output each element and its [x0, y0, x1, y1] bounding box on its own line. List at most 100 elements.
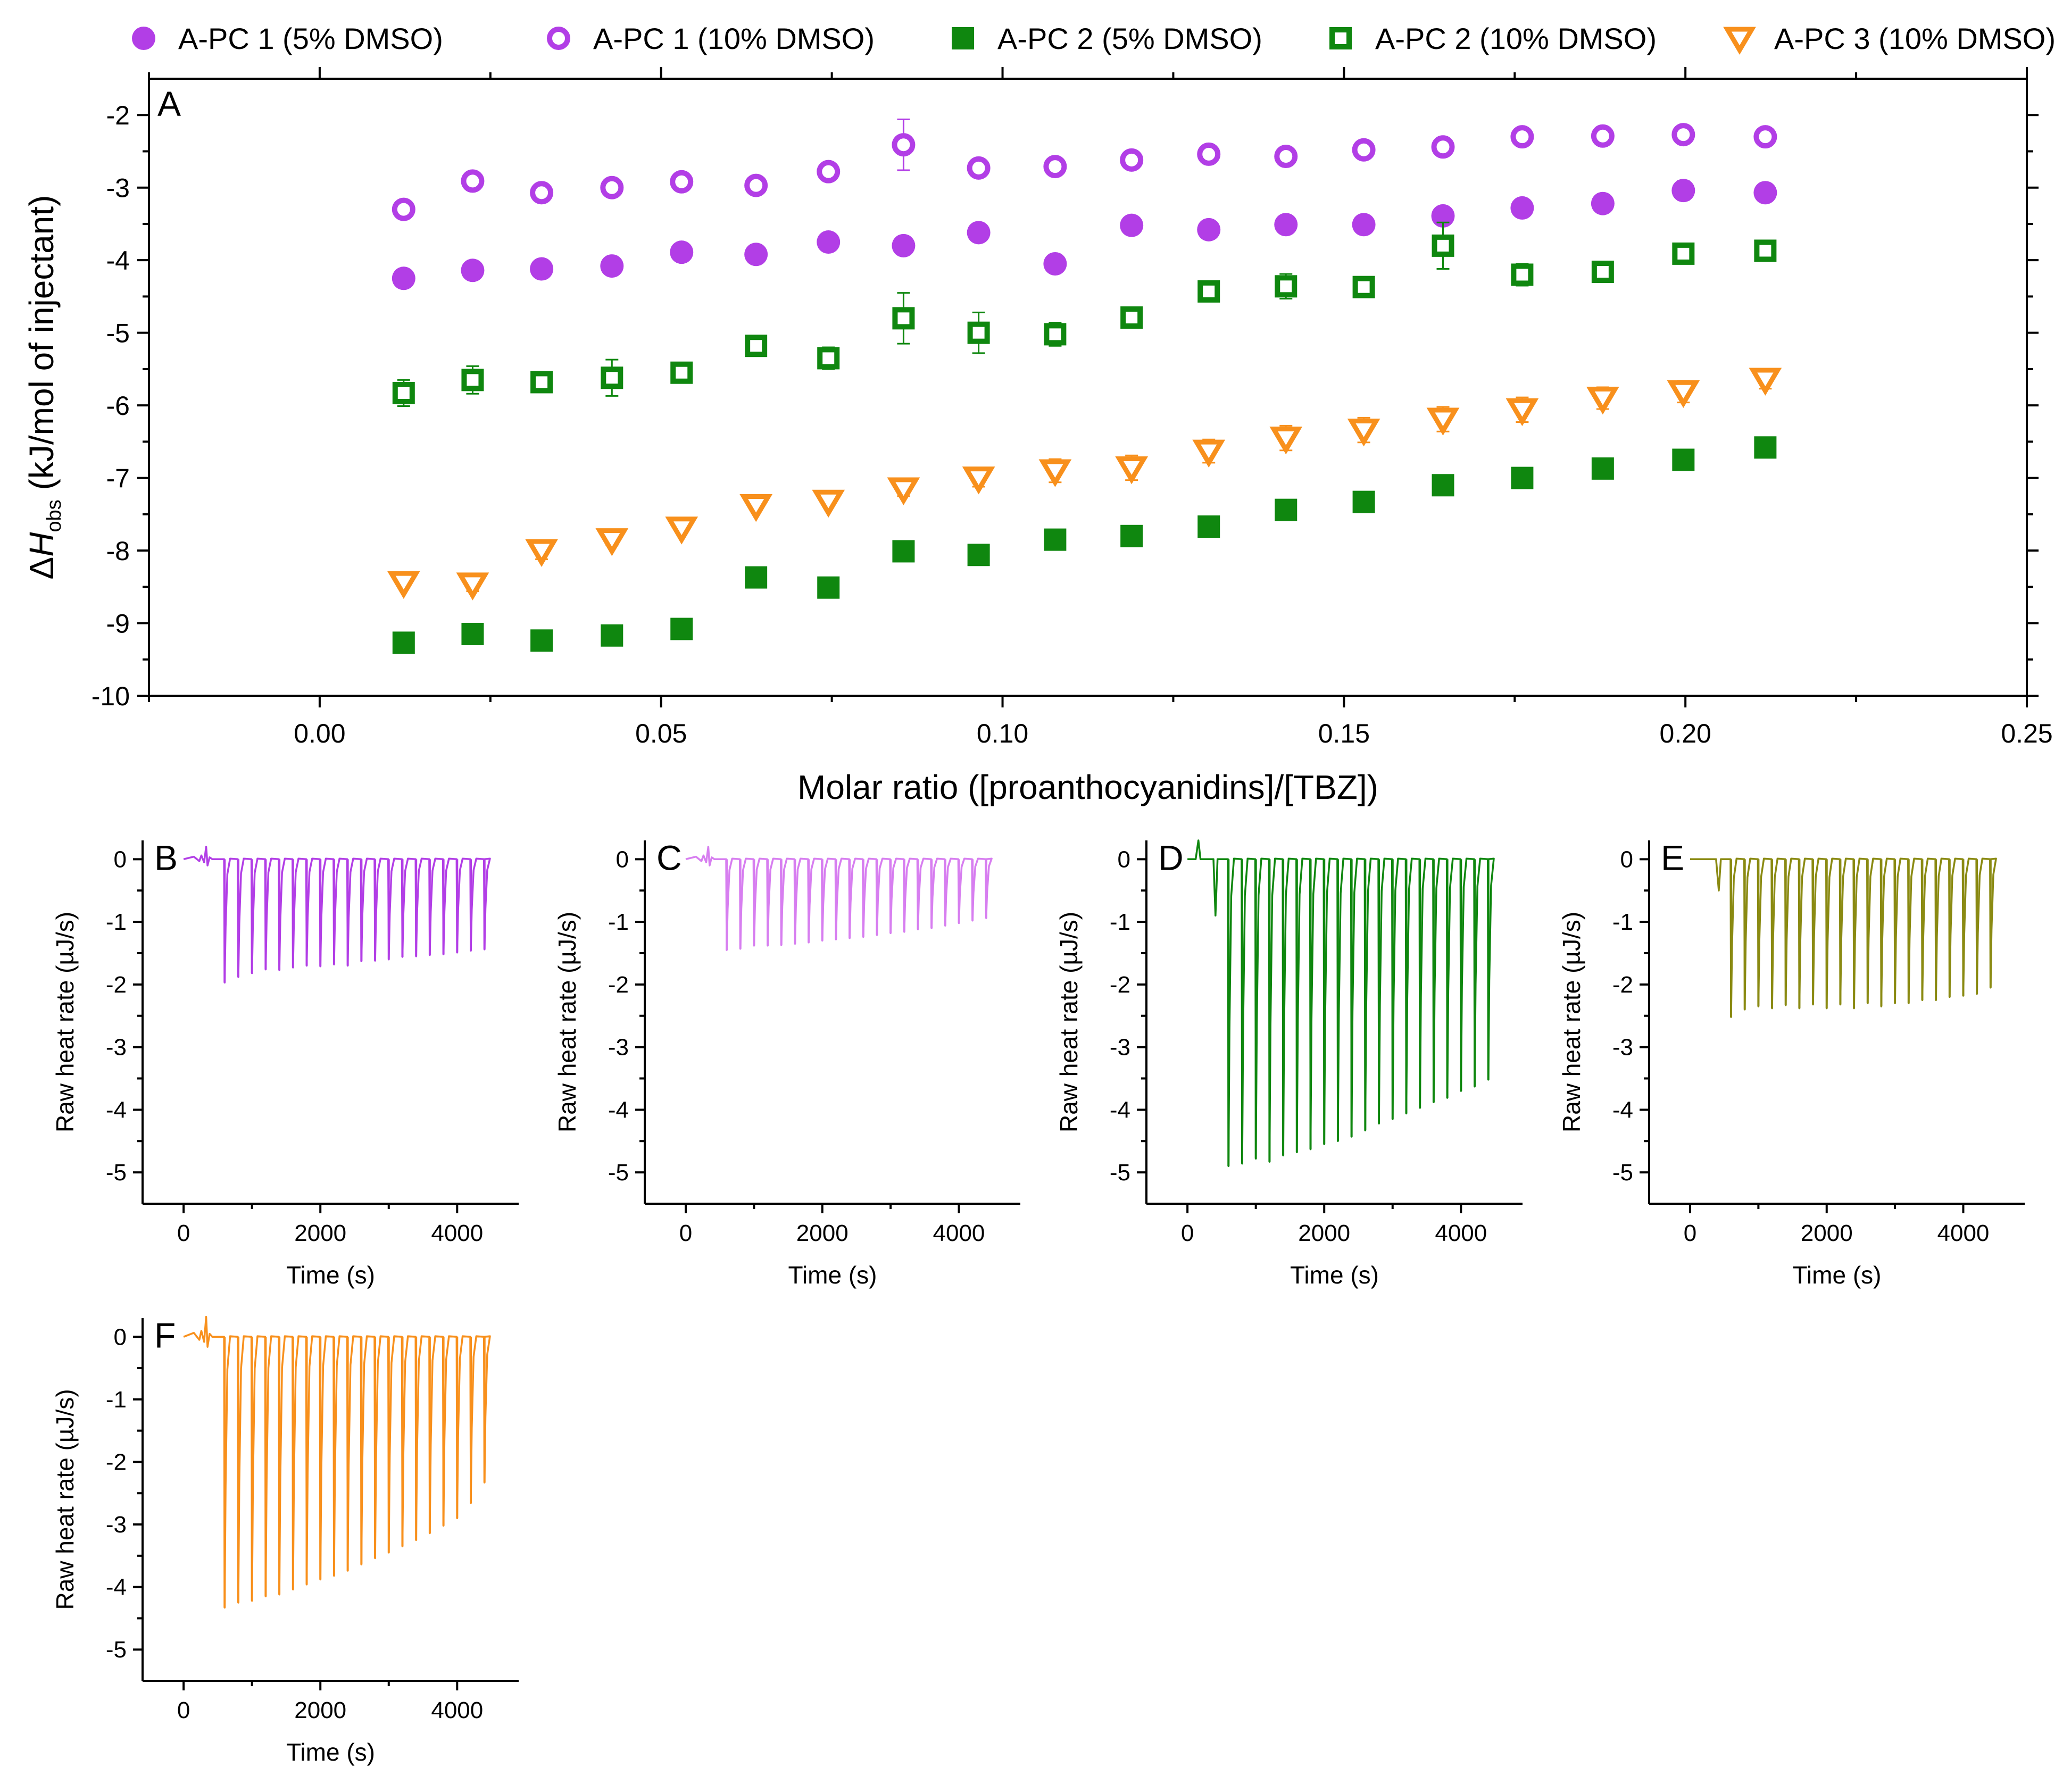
legend-item: A-PC 1 (10% DMSO) [547, 22, 875, 55]
data-point [1672, 448, 1695, 471]
x-tick-label: 4000 [431, 1220, 483, 1246]
data-point [600, 254, 624, 278]
panel-b: 0 -1 -2 -3 -4 -5 0 2000 4000 Time (s) Raw heat rat… [51, 838, 519, 1289]
data-point [1044, 528, 1067, 551]
data-point [812, 489, 845, 518]
data-point [1120, 148, 1144, 172]
y-tick-label: -1 [1612, 909, 1633, 935]
x-axis-title: Time (s) [286, 1261, 375, 1289]
data-point [1115, 456, 1149, 485]
y-axis-title: Raw heat rate (µJ/s) [51, 912, 79, 1132]
legend-label: A-PC 1 (5% DMSO) [178, 22, 443, 55]
y-tick-label: -1 [608, 909, 629, 935]
data-point [1274, 145, 1298, 169]
data-point [745, 566, 768, 589]
data-point [1671, 179, 1695, 203]
data-point [600, 176, 624, 199]
data-point [1511, 466, 1534, 489]
y-tick-label: 0 [1620, 846, 1633, 872]
data-point [665, 516, 698, 545]
data-point [392, 197, 415, 221]
x-tick-label: 0.20 [1660, 719, 1711, 748]
data-point [601, 366, 623, 389]
y-tick-label: -3 [1110, 1035, 1130, 1061]
y-tick-label: -5 [106, 1637, 127, 1663]
data-point [967, 156, 991, 180]
y-tick-label: 0 [616, 846, 629, 872]
x-axis-title: Time (s) [286, 1738, 375, 1766]
data-series [392, 221, 1777, 407]
data-point [739, 494, 773, 522]
data-point [1352, 276, 1375, 298]
data-point [892, 234, 916, 257]
data-point [530, 371, 553, 394]
data-point [887, 477, 920, 505]
data-point [817, 160, 841, 184]
x-tick-label: 2000 [796, 1220, 849, 1246]
data-point [892, 133, 916, 157]
y-tick-label: -5 [106, 319, 130, 348]
data-point [1043, 155, 1067, 179]
y-tick-label: -3 [106, 173, 130, 203]
y-tick-label: -2 [608, 972, 629, 998]
y-tick-label: -9 [106, 609, 130, 639]
legend-item: A-PC 3 (10% DMSO) [1723, 22, 2056, 55]
data-point [744, 173, 768, 197]
data-point [1044, 323, 1067, 346]
panel-label: C [656, 838, 682, 877]
y-tick-label: -3 [106, 1512, 127, 1538]
y-tick-label: -4 [1612, 1097, 1633, 1123]
y-tick-label: -4 [1110, 1097, 1130, 1123]
y-tick-label: -3 [608, 1035, 629, 1061]
y-axis-title: Raw heat rate (µJ/s) [1055, 912, 1083, 1132]
data-point [670, 170, 694, 194]
legend: A-PC 1 (5% DMSO) A-PC 1 (10% DMSO) A-PC 2 … [132, 22, 2056, 55]
data-point [595, 528, 629, 556]
x-tick-label: 0 [1181, 1220, 1194, 1246]
data-point [1197, 142, 1221, 166]
x-tick-label: 0 [177, 1697, 190, 1723]
data-point [1352, 138, 1376, 162]
data-point [392, 266, 415, 290]
data-point [1347, 419, 1380, 447]
y-axis-title-part: H [22, 532, 61, 557]
y-tick-label: -6 [106, 391, 130, 421]
data-point [1197, 515, 1220, 538]
legend-label: A-PC 2 (5% DMSO) [997, 22, 1262, 55]
data-point [1120, 306, 1143, 329]
x-tick-label: 0.15 [1318, 719, 1370, 748]
y-tick-label: -5 [1612, 1160, 1633, 1186]
y-axis-title-part: Δ [22, 557, 61, 580]
data-point [1754, 239, 1777, 262]
y-tick-label: -4 [106, 1574, 127, 1601]
data-point [967, 321, 990, 344]
x-axis-title: Time (s) [788, 1261, 877, 1289]
data-point [1275, 498, 1298, 521]
y-tick-label: -5 [608, 1160, 629, 1186]
data-point [670, 618, 693, 640]
data-point [530, 181, 554, 205]
x-tick-label: 4000 [431, 1697, 483, 1723]
data-point [1432, 234, 1454, 257]
data-series [392, 436, 1777, 654]
data-point [1431, 135, 1455, 159]
data-point [1120, 213, 1144, 237]
data-point [456, 572, 489, 601]
data-series [392, 118, 1777, 221]
data-point [892, 540, 915, 563]
data-point [1506, 398, 1539, 427]
panel-f: 0 -1 -2 -3 -4 -5 0 2000 4000 Time (s) Raw heat rat… [51, 1315, 519, 1766]
data-point [745, 335, 768, 357]
y-tick-label: -5 [1110, 1160, 1130, 1186]
legend-label: A-PC 1 (10% DMSO) [593, 22, 875, 55]
heat-rate-trace [1690, 857, 1997, 1018]
x-tick-label: 2000 [1801, 1220, 1853, 1246]
data-point [1591, 191, 1615, 215]
data-point [1511, 263, 1534, 286]
data-point [1591, 124, 1615, 148]
y-tick-label: -1 [106, 1387, 127, 1413]
y-tick-label: -1 [106, 909, 127, 935]
x-tick-label: 4000 [1937, 1220, 1990, 1246]
y-tick-label: -3 [106, 1035, 127, 1061]
x-tick-label: 4000 [1435, 1220, 1487, 1246]
